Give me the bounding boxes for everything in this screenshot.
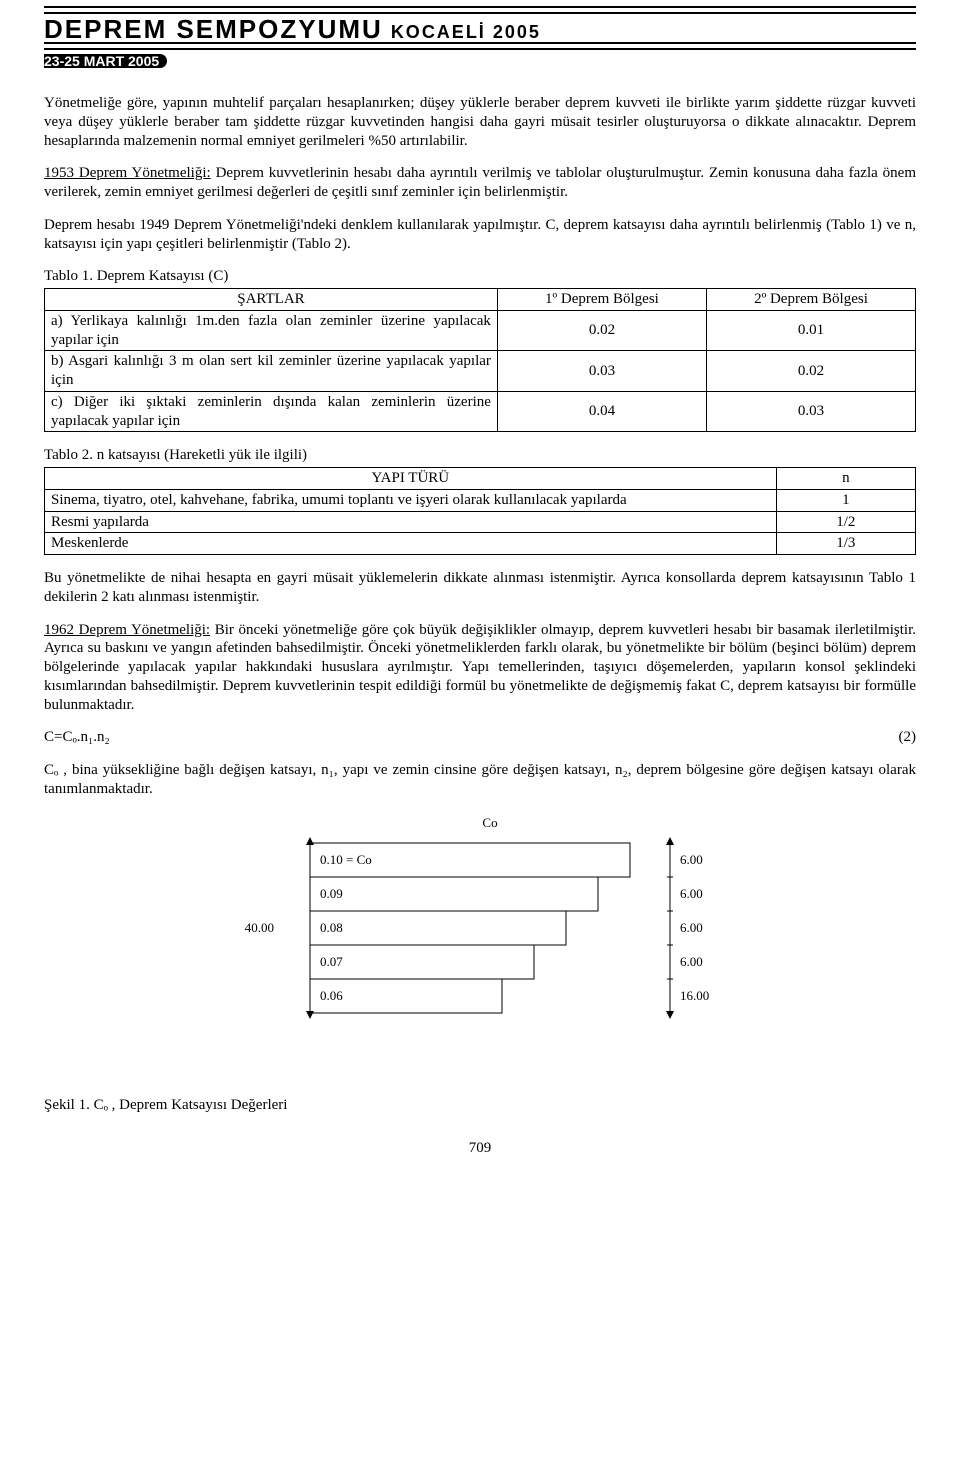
paragraph-1962: 1962 Deprem Yönetmeliği: Bir önceki yöne… bbox=[44, 621, 916, 715]
table2-row0-type: Sinema, tiyatro, otel, kahvehane, fabrik… bbox=[45, 489, 777, 511]
banner-subtitle: KOCAELİ 2005 bbox=[391, 23, 541, 41]
table2-row2-n: 1/3 bbox=[776, 533, 915, 555]
banner-title: DEPREM SEMPOZYUMU bbox=[44, 16, 383, 42]
table2-row1-type: Resmi yapılarda bbox=[45, 511, 777, 533]
table2-caption: Tablo 2. n katsayısı (Hareketli yük ile … bbox=[44, 446, 916, 465]
paragraph-1953: 1953 Deprem Yönetmeliği: Deprem kuvvetle… bbox=[44, 164, 916, 202]
svg-text:0.09: 0.09 bbox=[320, 886, 343, 901]
table2-row1-n: 1/2 bbox=[776, 511, 915, 533]
lead-1953: 1953 Deprem Yönetmeliği: bbox=[44, 165, 211, 181]
table1-header-region1: 1º Deprem Bölgesi bbox=[497, 289, 706, 311]
svg-text:16.00: 16.00 bbox=[680, 988, 709, 1003]
svg-text:0.08: 0.08 bbox=[320, 920, 343, 935]
table2-header-n: n bbox=[776, 468, 915, 490]
table1-header-region2: 2º Deprem Bölgesi bbox=[706, 289, 915, 311]
svg-text:40.00: 40.00 bbox=[245, 920, 274, 935]
table1-row0-c1: 0.02 bbox=[497, 310, 706, 351]
svg-text:0.10 = Co: 0.10 = Co bbox=[320, 852, 372, 867]
banner-date: 23-25 MART 2005 bbox=[44, 54, 167, 68]
table1-row2-cond: c) Diğer iki şıktaki zeminlerin dışında … bbox=[45, 391, 498, 432]
figure-1-caption: Şekil 1. Cₒ , Deprem Katsayısı Değerleri bbox=[44, 1096, 916, 1115]
paragraph-after-tables: Bu yönetmelikte de nihai hesapta en gayr… bbox=[44, 569, 916, 607]
table2-row2-type: Meskenlerde bbox=[45, 533, 777, 555]
svg-text:6.00: 6.00 bbox=[680, 920, 703, 935]
equation-lhs: C=Cₒ.n₁.n₂ bbox=[44, 728, 110, 747]
svg-text:6.00: 6.00 bbox=[680, 852, 703, 867]
table1: ŞARTLAR 1º Deprem Bölgesi 2º Deprem Bölg… bbox=[44, 288, 916, 432]
paragraph-co-def: Cₒ , bina yüksekliğine bağlı değişen kat… bbox=[44, 761, 916, 799]
table1-row1-c2: 0.02 bbox=[706, 351, 915, 392]
equation-row: C=Cₒ.n₁.n₂ (2) bbox=[44, 728, 916, 747]
equation-number: (2) bbox=[899, 728, 917, 747]
table1-row2-c1: 0.04 bbox=[497, 391, 706, 432]
table1-row0-cond: a) Yerlikaya kalınlığı 1m.den fazla olan… bbox=[45, 310, 498, 351]
paragraph-intro-2: Deprem hesabı 1949 Deprem Yönetmeliği'nd… bbox=[44, 216, 916, 254]
svg-text:0.07: 0.07 bbox=[320, 954, 343, 969]
page-number: 709 bbox=[44, 1139, 916, 1158]
table1-header-cond: ŞARTLAR bbox=[45, 289, 498, 311]
table2: YAPI TÜRÜ n Sinema, tiyatro, otel, kahve… bbox=[44, 467, 916, 555]
table1-row1-cond: b) Asgari kalınlığı 3 m olan sert kil ze… bbox=[45, 351, 498, 392]
svg-text:6.00: 6.00 bbox=[680, 954, 703, 969]
paragraph-intro-1: Yönetmeliğe göre, yapının muhtelif parça… bbox=[44, 94, 916, 150]
svg-text:0.06: 0.06 bbox=[320, 988, 343, 1003]
table2-header-type: YAPI TÜRÜ bbox=[45, 468, 777, 490]
lead-1962: 1962 Deprem Yönetmeliği: bbox=[44, 622, 210, 638]
svg-text:Co: Co bbox=[482, 815, 497, 830]
table1-row0-c2: 0.01 bbox=[706, 310, 915, 351]
page-header-banner: DEPREM SEMPOZYUMU KOCAELİ 2005 23-25 MAR… bbox=[0, 0, 960, 76]
svg-text:6.00: 6.00 bbox=[680, 886, 703, 901]
table1-caption: Tablo 1. Deprem Katsayısı (C) bbox=[44, 267, 916, 286]
table1-row2-c2: 0.03 bbox=[706, 391, 915, 432]
table1-row1-c1: 0.03 bbox=[497, 351, 706, 392]
figure-1: Co 40.00 0.10 = Co 6.00 0.09 6.00 0.08 6.00 0.07… bbox=[44, 813, 916, 1079]
table2-row0-n: 1 bbox=[776, 489, 915, 511]
